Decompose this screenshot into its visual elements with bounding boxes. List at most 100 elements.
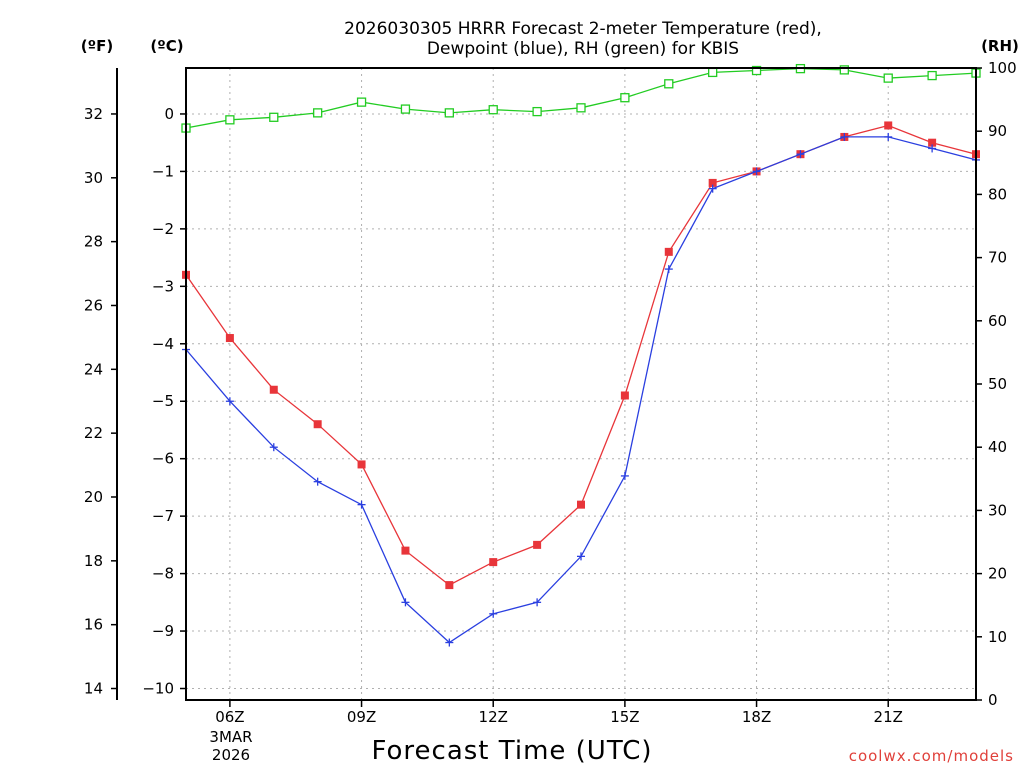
- fahrenheit-tick-label: 18: [84, 552, 103, 570]
- celsius-tick-label: −10: [142, 680, 174, 698]
- rh-tick-label: 70: [988, 249, 1007, 267]
- rh-point-1: [225, 115, 235, 125]
- rh-point-8: [532, 106, 542, 117]
- dewpoint-point-7: [489, 609, 498, 618]
- temperature-point-11: [664, 247, 673, 256]
- rh-point-11: [664, 79, 674, 89]
- temperature-point-4: [357, 460, 366, 469]
- celsius-tick-label: −7: [152, 507, 174, 525]
- fahrenheit-tick-label: 26: [84, 296, 103, 314]
- rh-point-9: [576, 103, 586, 113]
- celsius-tick-label: −2: [152, 220, 174, 238]
- temperature-point-8: [533, 540, 542, 549]
- source-credit: coolwx.com/models: [849, 747, 1014, 765]
- rh-tick-label: 0: [988, 691, 998, 709]
- celsius-tick-label: −4: [152, 335, 174, 353]
- dewpoint-point-17: [928, 144, 937, 153]
- rh-point-10: [620, 93, 630, 103]
- rh-point-16: [883, 73, 893, 83]
- temperature-point-6: [445, 581, 454, 590]
- celsius-tick-label: −9: [152, 622, 174, 640]
- temperature-point-10: [620, 391, 629, 400]
- x-tick-label: 09Z: [347, 708, 376, 726]
- axes-layer: 0 −1 −2 −3 −4 −5 −6 −7 −8 −9 −10 06Z 09Z 12Z 15Z 18Z 21Z…: [84, 59, 1017, 726]
- rh-tick-label: 80: [988, 185, 1007, 203]
- dewpoint-point-5: [401, 598, 410, 607]
- fahrenheit-tick-label: 24: [84, 360, 103, 378]
- x-axis-title: Forecast Time (UTC): [371, 736, 652, 766]
- x-tick-label: 15Z: [610, 708, 639, 726]
- rh-tick-label: 40: [988, 438, 1007, 456]
- celsius-tick-label: −6: [152, 450, 174, 468]
- rh-point-7: [488, 105, 498, 115]
- celsius-tick-label: −3: [152, 277, 174, 295]
- dewpoint-point-13: [752, 167, 761, 176]
- fahrenheit-tick-label: 16: [84, 616, 103, 634]
- rh-point-3: [313, 108, 323, 118]
- rh-point-12: [708, 67, 718, 78]
- temperature-point-5: [401, 546, 410, 555]
- rh-line: [185, 67, 977, 129]
- temperature-point-17: [928, 138, 937, 147]
- rh-tick-label: 10: [988, 628, 1007, 646]
- chart-title-line-1: 2026030305 HRRR Forecast 2-meter Tempera…: [344, 19, 822, 39]
- temperature-point-7: [489, 558, 498, 567]
- dewpoint-point-2: [269, 443, 278, 452]
- date-label-month: 3MAR: [209, 728, 252, 746]
- dewpoint-point-10: [620, 471, 629, 480]
- x-tick-label: 21Z: [874, 708, 903, 726]
- rh-tick-label: 60: [988, 312, 1007, 330]
- dewpoint-line: [185, 136, 977, 644]
- dewpoint-point-1: [225, 397, 234, 406]
- fahrenheit-tick-label: 14: [84, 680, 103, 698]
- rh-tick-label: 30: [988, 501, 1007, 519]
- rh-point-17: [927, 70, 937, 81]
- dewpoint-point-9: [577, 552, 585, 561]
- rh-unit-label: (RH): [981, 37, 1019, 55]
- rh-tick-label: 90: [988, 122, 1007, 140]
- rh-point-15: [839, 65, 849, 75]
- x-tick-label: 06Z: [215, 708, 244, 726]
- rh-tick-label: 100: [988, 59, 1017, 77]
- dewpoint-point-4: [357, 500, 366, 509]
- temperature-point-1: [225, 334, 234, 343]
- celsius-unit-label: (ºC): [150, 37, 183, 55]
- temperature-point-9: [577, 500, 585, 509]
- dewpoint-point-8: [533, 598, 542, 607]
- fahrenheit-tick-label: 28: [84, 233, 103, 251]
- rh-tick-label: 50: [988, 375, 1007, 393]
- rh-point-4: [356, 97, 367, 107]
- celsius-tick-label: −1: [152, 162, 174, 180]
- temperature-point-3: [313, 420, 322, 429]
- fahrenheit-tick-label: 30: [84, 169, 103, 187]
- temperature-point-12: [708, 178, 717, 187]
- temperature-point-2: [269, 385, 278, 394]
- chart-title-line-2: Dewpoint (blue), RH (green) for KBIS: [427, 39, 739, 59]
- dewpoint-point-14: [796, 150, 805, 159]
- fahrenheit-tick-label: 20: [84, 488, 103, 506]
- dewpoint-point-11: [664, 265, 673, 274]
- dewpoint-point-12: [708, 184, 717, 193]
- x-tick-label: 18Z: [742, 708, 771, 726]
- x-tick-label: 12Z: [479, 708, 508, 726]
- celsius-tick-label: 0: [164, 105, 174, 123]
- temperature-point-16: [884, 121, 893, 130]
- fahrenheit-tick-label: 32: [84, 105, 103, 123]
- dewpoint-point-6: [445, 638, 454, 647]
- dewpoint-point-15: [840, 132, 849, 141]
- grid-lines: [186, 68, 976, 700]
- rh-point-2: [269, 112, 279, 122]
- rh-tick-label: 20: [988, 565, 1007, 583]
- rh-point-5: [400, 104, 411, 114]
- dewpoint-point-3: [313, 477, 322, 486]
- plot-frame: [185, 67, 977, 701]
- fahrenheit-unit-label: (ºF): [81, 37, 113, 55]
- rh-point-13: [751, 65, 762, 76]
- celsius-tick-label: −5: [152, 392, 174, 410]
- dewpoint-point-16: [884, 132, 893, 141]
- rh-point-6: [444, 108, 454, 118]
- fahrenheit-tick-label: 22: [84, 424, 103, 442]
- temperature-line: [185, 124, 977, 586]
- celsius-tick-label: −8: [152, 565, 174, 583]
